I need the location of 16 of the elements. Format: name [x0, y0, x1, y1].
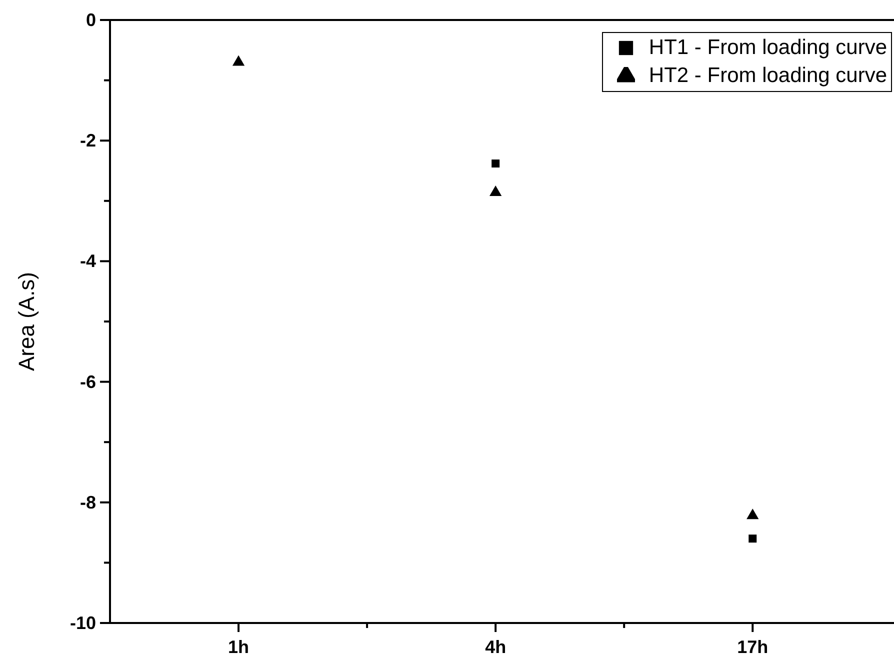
- legend-label: HT2 - From loading curve: [648, 63, 887, 89]
- point: [746, 508, 759, 520]
- y-tick-label: -10: [70, 613, 96, 633]
- y-tick-label: -8: [80, 492, 96, 512]
- y-tick-label: -2: [80, 130, 96, 151]
- point: [489, 185, 502, 196]
- point: [232, 55, 245, 66]
- legend-label: HT1 - From loading curve: [648, 35, 887, 61]
- y-tick-label: -6: [80, 372, 96, 392]
- x-tick-label: 4h: [485, 637, 506, 657]
- x-tick-label: 17h: [737, 637, 768, 657]
- point: [748, 534, 757, 543]
- y-tick-label: 0: [86, 10, 96, 30]
- y-tick-label: -4: [80, 251, 96, 272]
- x-tick-label: 1h: [228, 637, 250, 657]
- y-axis-title: Area (A.s): [14, 272, 39, 372]
